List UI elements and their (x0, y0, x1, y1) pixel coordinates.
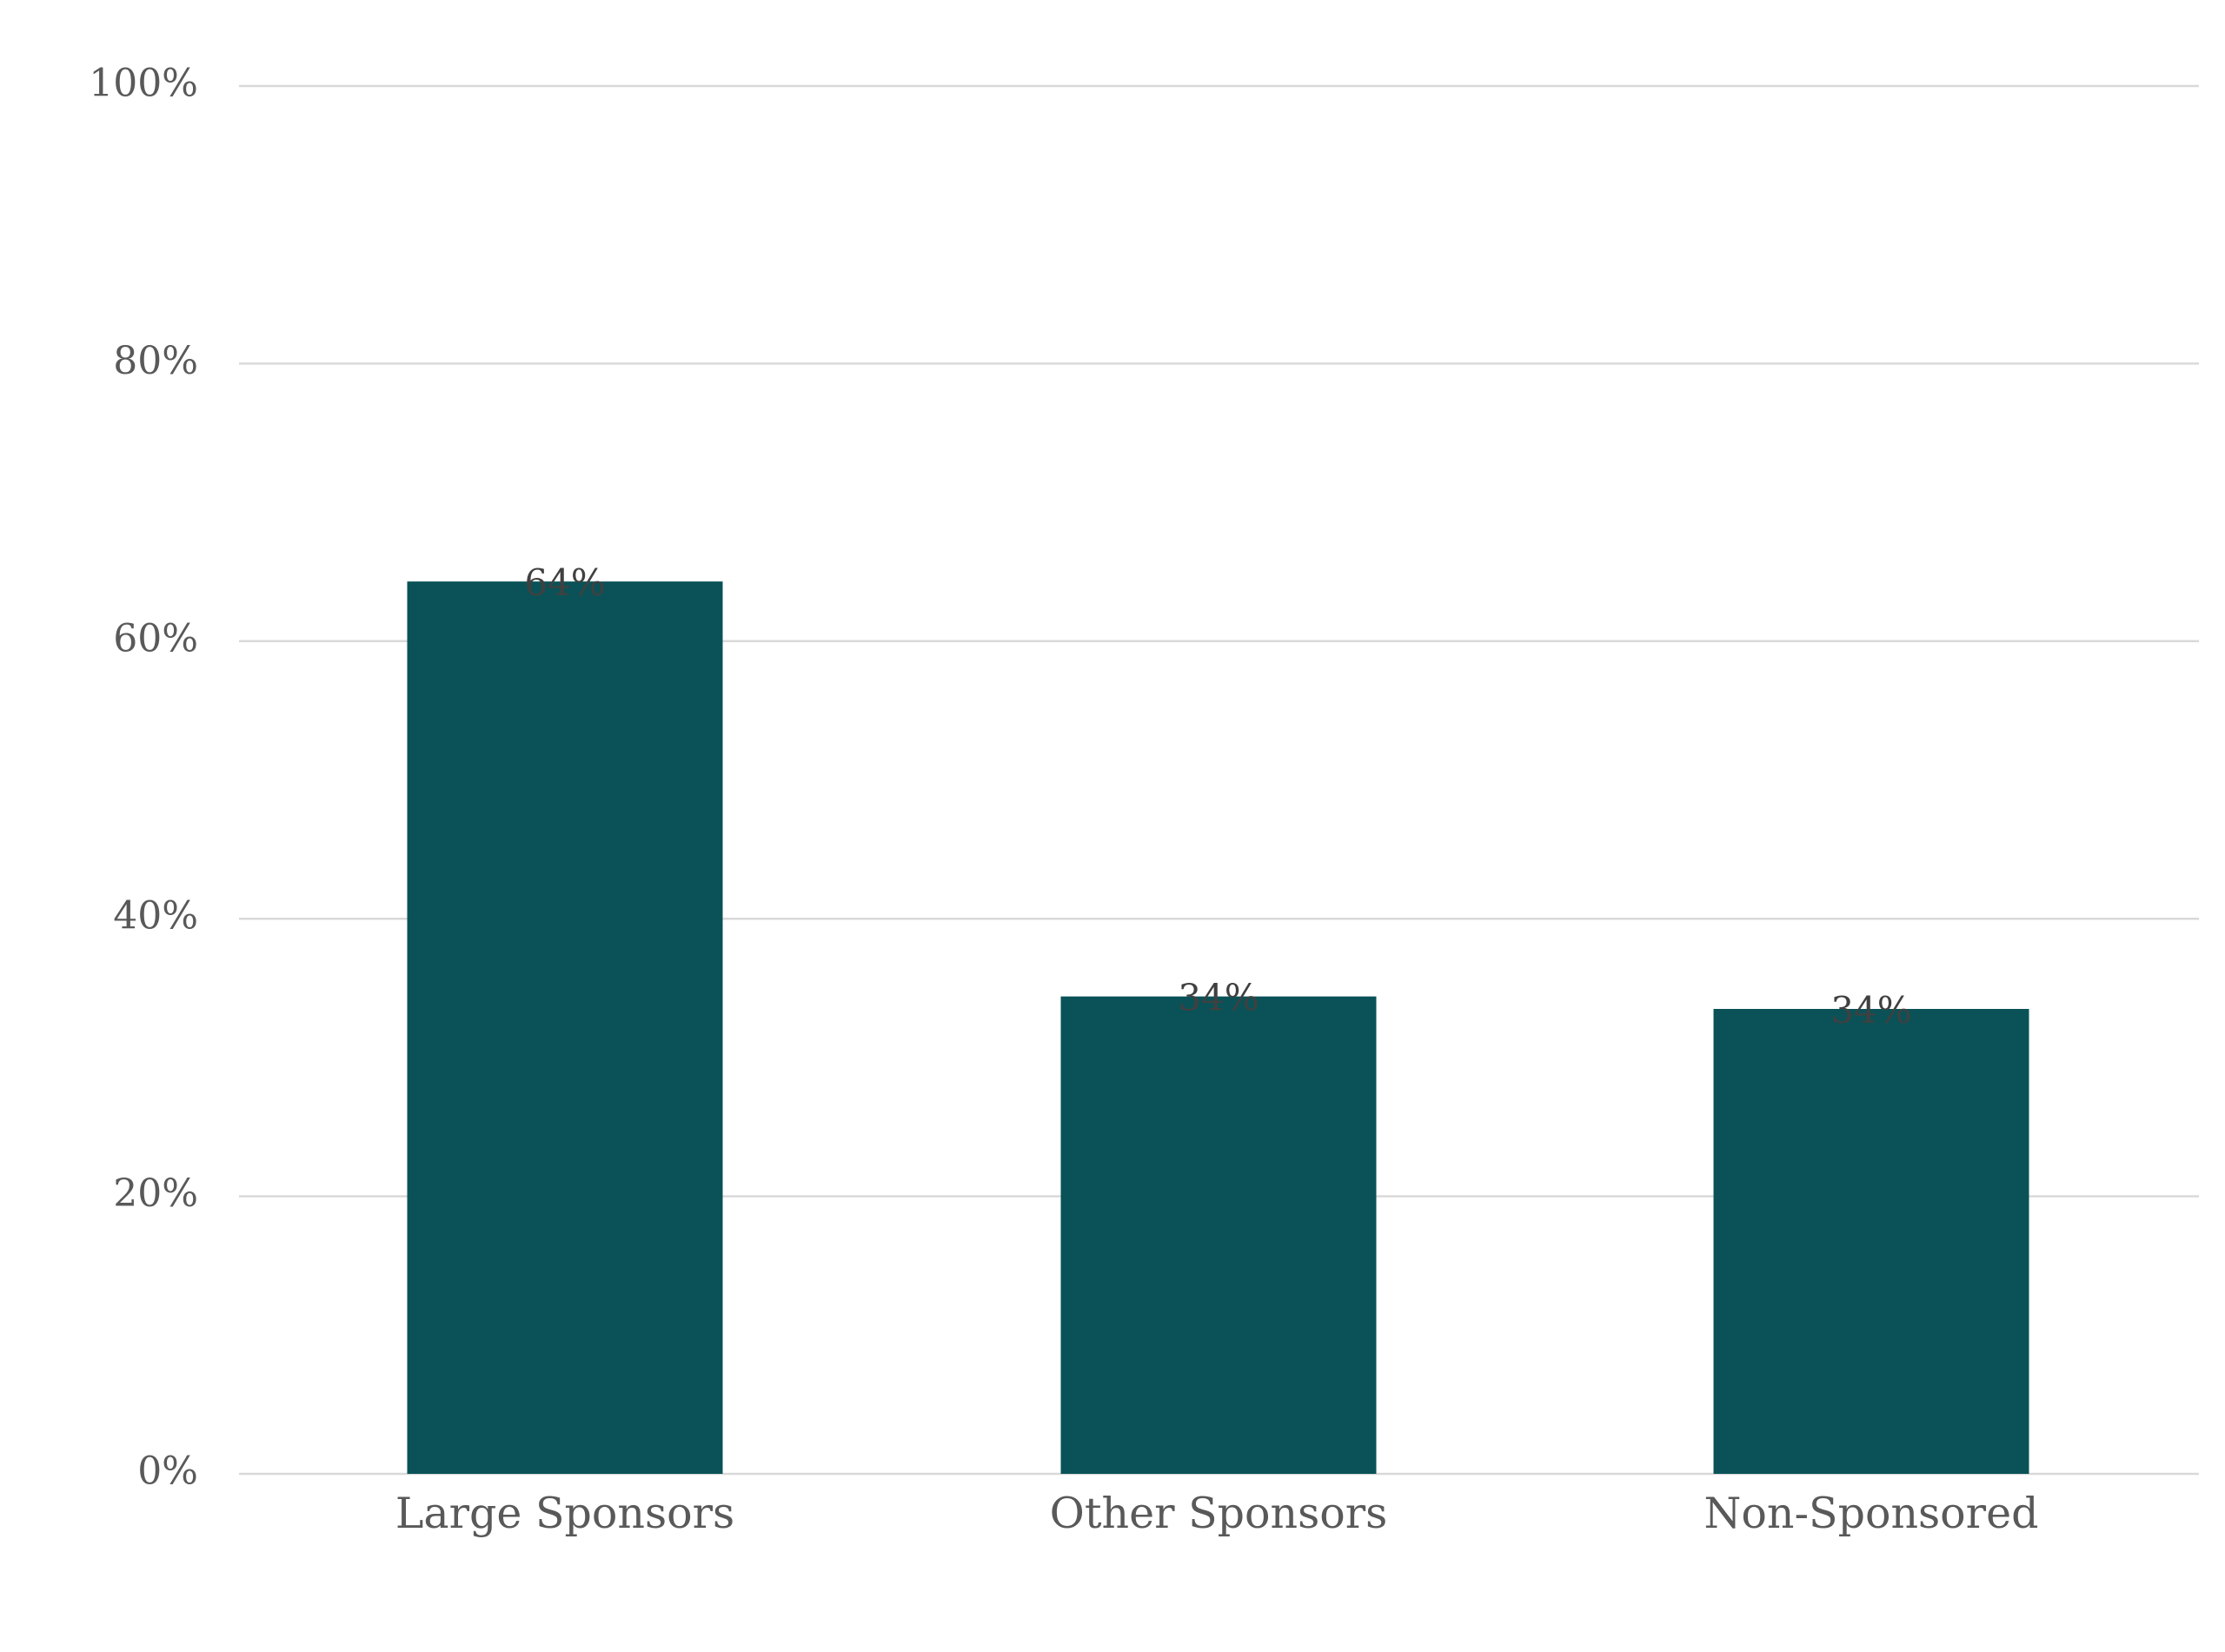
y-tick-label: 60% (113, 616, 198, 660)
bar-value-label: 64% (524, 561, 605, 604)
bar-value-label: 34% (1830, 989, 1911, 1032)
y-tick-label: 100% (89, 62, 198, 106)
bars (407, 581, 2029, 1474)
bar (1060, 996, 1377, 1474)
y-axis-tick-labels: 0% 20% 40% 60% 80% 100% (89, 62, 198, 1494)
y-tick-label: 80% (113, 339, 198, 383)
y-tick-label: 0% (137, 1450, 198, 1494)
y-tick-label: 20% (113, 1171, 198, 1216)
bar-value-labels: 64% 34% 34% (524, 561, 1911, 1032)
bar (1713, 1009, 2029, 1474)
y-tick-label: 40% (113, 894, 198, 939)
x-category-label: Large Sponsors (395, 1489, 734, 1538)
x-axis-category-labels: Large Sponsors Other Sponsors Non-Sponsore… (395, 1489, 2039, 1538)
bar (407, 581, 723, 1474)
x-category-label: Non-Sponsored (1704, 1489, 2039, 1538)
bar-value-label: 34% (1178, 977, 1259, 1019)
x-category-label: Other Sponsors (1050, 1489, 1388, 1538)
